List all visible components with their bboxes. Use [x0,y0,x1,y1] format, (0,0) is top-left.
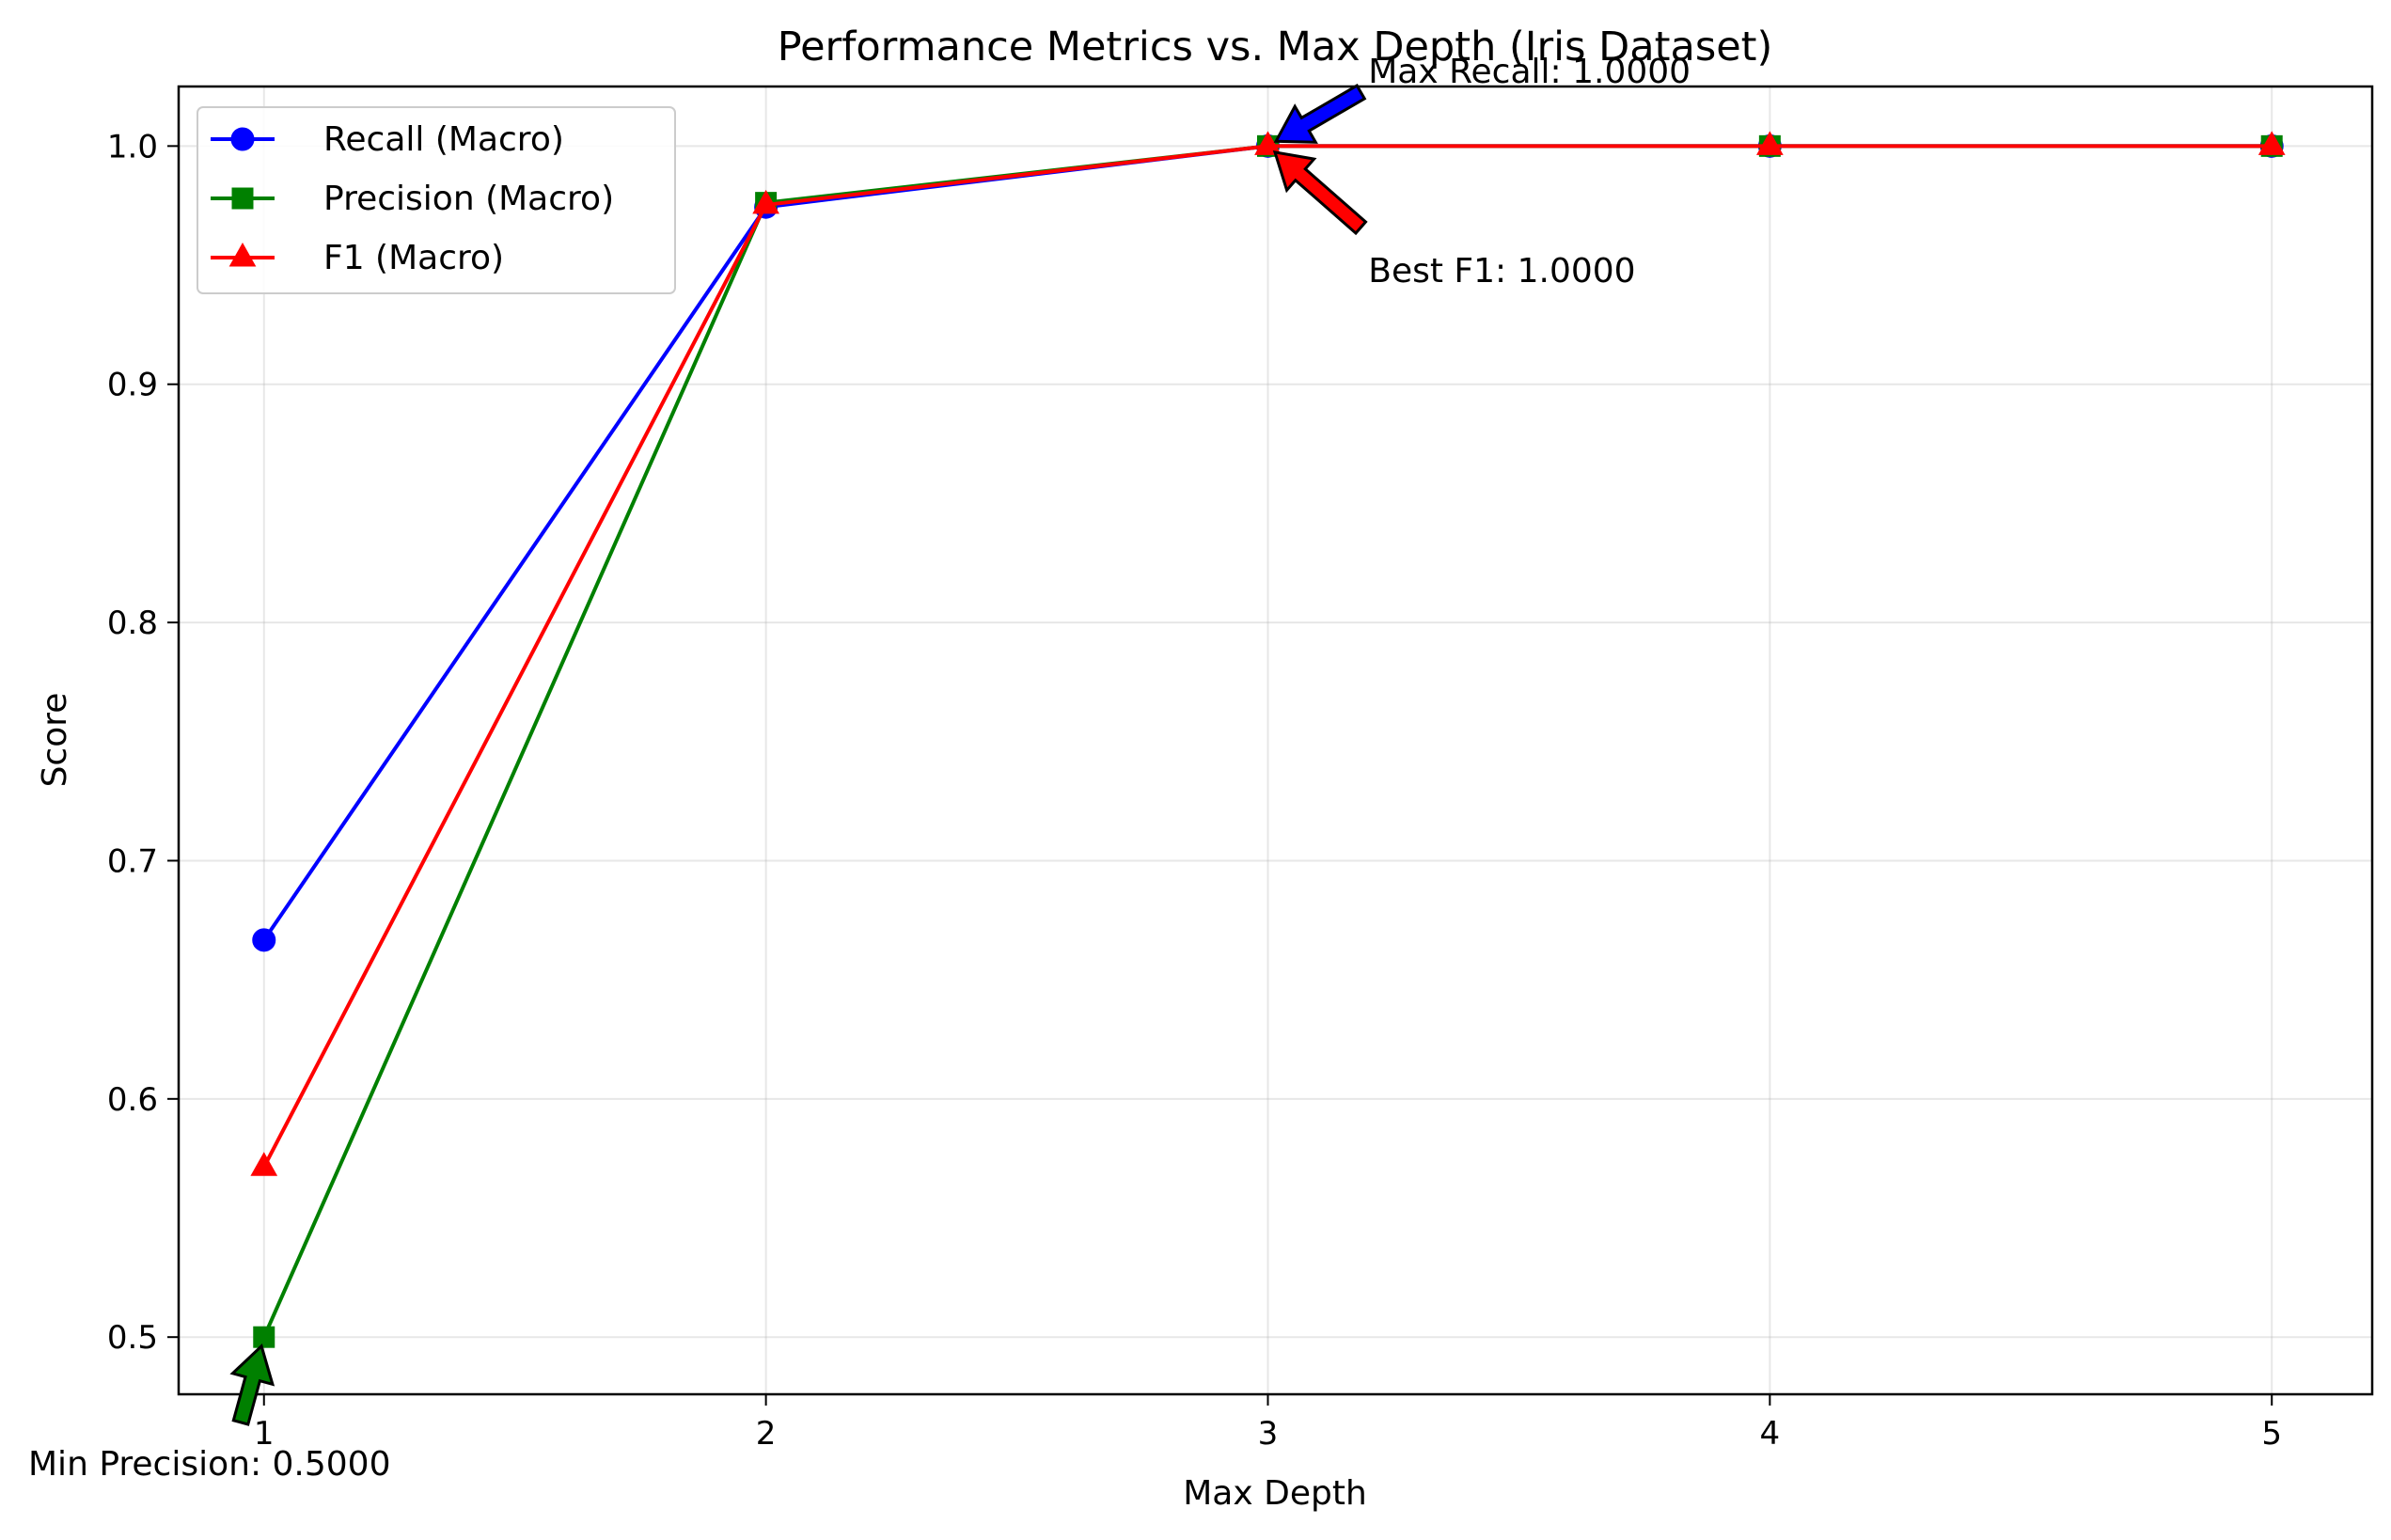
annotation-best-f1: Best F1: 1.0000 [1368,252,1635,291]
data-point-f1-macro [250,1152,278,1176]
annotation-min-precision: Min Precision: 0.5000 [28,1445,391,1484]
y-tick-label: 0.8 [107,605,158,642]
x-tick-label: 2 [756,1415,777,1453]
y-tick-label: 0.9 [107,367,158,404]
annotation-arrow-min-precision [229,1344,275,1426]
x-tick-label: 5 [2261,1415,2282,1453]
tick-layer: 1 2 3 4 5 0.5 0.6 0.7 0.8 0.9 1.0 [107,128,2282,1453]
data-point-recall-macro [252,928,276,952]
data-point-f1-macro [1756,131,1784,155]
y-tick-label: 1.0 [107,128,158,165]
series-f1-macro [250,131,2286,1176]
x-tick-label: 4 [1760,1415,1781,1453]
legend-label-precision-macro: Precision (Macro) [323,180,614,218]
data-point-f1-macro [752,189,779,214]
legend-marker-precision-macro [231,187,254,210]
x-tick-label: 3 [1258,1415,1279,1453]
y-tick-label: 0.5 [107,1319,158,1357]
legend-label-f1-macro: F1 (Macro) [323,239,504,277]
annotation-arrow-best-f1 [1272,150,1368,236]
annotation-max-recall: Max Recall: 1.0000 [1368,53,1691,91]
data-point-f1-macro [2257,131,2286,155]
annotation-arrow-max-recall [1273,84,1367,144]
data-point-f1-macro [1254,131,1282,155]
legend-label-recall-macro: Recall (Macro) [323,120,564,159]
chart-title: Performance Metrics vs. Max Depth (Iris … [778,24,1773,71]
y-tick-label: 0.6 [107,1081,158,1119]
data-point-precision-macro [253,1326,275,1348]
x-tick-label: 1 [254,1415,275,1453]
annotation-layer: Max Recall: 1.0000 Best F1: 1.0000 Min Pre… [28,53,1691,1484]
legend-marker-f1-macro [228,242,257,267]
series-layer [250,131,2286,1348]
y-axis-label: Score [36,693,74,788]
legend: Recall (Macro) Precision (Macro) F1 (Macro… [197,106,676,294]
plot-frame [177,85,2374,1396]
x-axis-label: Max Depth [1183,1474,1367,1513]
legend-frame [197,106,676,294]
y-tick-label: 0.7 [107,842,158,880]
legend-marker-recall-macro [230,127,255,151]
